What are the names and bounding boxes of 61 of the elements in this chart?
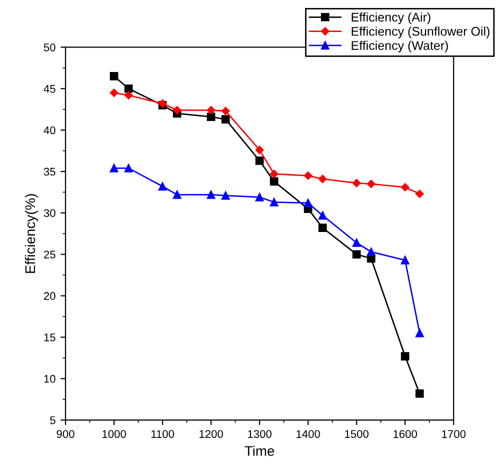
point <box>352 178 361 188</box>
point <box>110 164 118 172</box>
point <box>318 174 327 184</box>
point <box>255 193 264 202</box>
x-tick-label: 1700 <box>442 430 466 438</box>
point <box>415 389 424 398</box>
legend-label: Efficiency (Sunflower Oil) <box>352 26 490 38</box>
x-tick-label: 1400 <box>296 430 320 438</box>
x-tick-label: 1600 <box>394 430 418 438</box>
point <box>110 88 118 97</box>
y-tick-label: 25 <box>44 250 56 258</box>
y-axis-title: Efficiency(%) <box>24 194 38 273</box>
point <box>270 198 278 206</box>
y-tick-label: 40 <box>44 126 56 134</box>
legend-label: Efficiency (Air) <box>352 12 430 24</box>
point <box>221 115 230 124</box>
point <box>304 172 312 180</box>
point <box>366 248 376 256</box>
x-tick-label: 1500 <box>345 430 369 438</box>
point <box>400 256 410 264</box>
point <box>172 190 182 199</box>
y-tick-label: 30 <box>44 209 56 218</box>
point <box>110 72 118 80</box>
point <box>367 180 376 188</box>
x-tick-label: 1000 <box>102 430 126 438</box>
point <box>415 328 424 338</box>
y-tick-label: 10 <box>44 374 56 383</box>
point <box>318 211 327 220</box>
x-tick-label: 900 <box>56 430 74 438</box>
point <box>352 238 361 247</box>
point <box>158 182 167 191</box>
x-tick-label: 1300 <box>248 430 272 438</box>
x-tick-label: 1200 <box>200 430 223 438</box>
point <box>255 156 264 165</box>
point <box>318 224 327 232</box>
point <box>221 191 230 200</box>
point <box>352 250 361 259</box>
y-tick-label: 20 <box>44 292 56 300</box>
point <box>416 190 424 198</box>
y-tick-label: 50 <box>44 43 56 52</box>
point <box>124 91 133 100</box>
y-tick-label: 5 <box>50 416 56 424</box>
point <box>206 190 216 199</box>
point <box>206 106 216 114</box>
point <box>221 106 230 116</box>
x-axis-title: Time <box>244 446 274 456</box>
point <box>255 146 264 154</box>
y-tick-label: 35 <box>44 168 56 176</box>
point <box>270 177 278 186</box>
legend-label: Efficiency (Water) <box>352 40 448 52</box>
point <box>270 170 278 178</box>
y-tick-label: 45 <box>44 85 56 93</box>
x-tick-label: 1100 <box>151 430 174 438</box>
point <box>400 183 410 192</box>
point <box>206 112 216 121</box>
point <box>400 352 410 360</box>
y-tick-label: 15 <box>44 334 56 342</box>
point <box>124 164 133 172</box>
point <box>304 198 312 208</box>
point <box>124 84 133 93</box>
point <box>172 106 182 114</box>
